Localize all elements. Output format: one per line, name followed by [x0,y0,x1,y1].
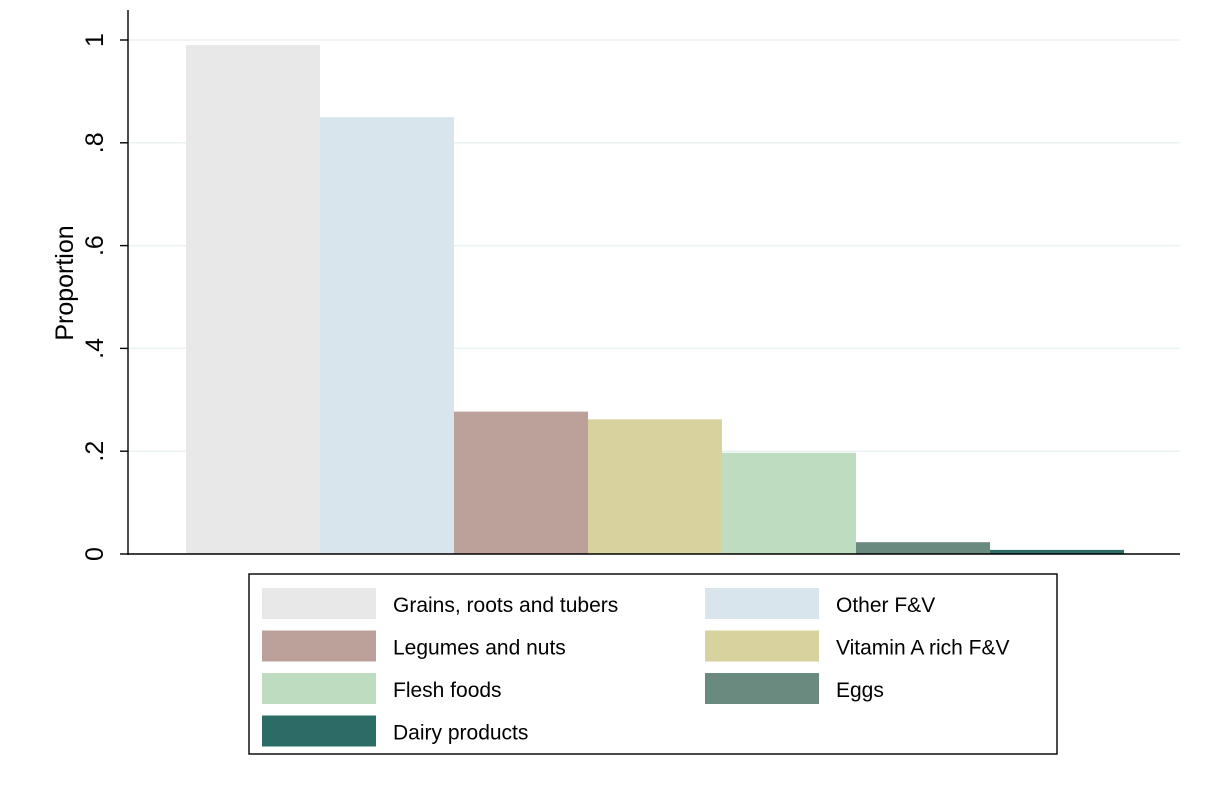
legend-key-5 [262,673,376,704]
bar-3 [454,411,588,554]
y-tick-label: .2 [81,441,109,462]
y-tick-label: .4 [81,338,109,359]
legend-label-6: Eggs [836,679,884,702]
bar-6 [856,542,990,554]
legend-key-2 [705,588,819,619]
y-tick-label: 0 [81,547,109,561]
bar-2 [320,117,454,554]
legend-key-3 [262,630,376,662]
legend-label-3: Legumes and nuts [393,637,566,660]
legend-key-6 [705,673,819,704]
legend-key-7 [262,715,376,747]
bars [186,45,1124,554]
legend-box [248,573,1058,755]
legend-label-5: Flesh foods [393,679,502,702]
legend: Grains, roots and tubers Other F&V Legumes… [248,573,1058,755]
y-tick-label: .8 [81,132,109,153]
bar-5 [722,452,856,554]
legend-key-4 [705,630,819,662]
legend-label-4: Vitamin A rich F&V [836,637,1010,660]
legend-label-7: Dairy products [393,722,528,745]
bar-4 [588,419,722,554]
y-axis-label: Proportion [51,225,79,340]
bar-1 [186,45,320,554]
legend-label-1: Grains, roots and tubers [393,594,618,617]
y-ticks: 0 .2 .4 .6 .8 1 [81,33,128,561]
legend-label-2: Other F&V [836,594,935,617]
y-tick-label: .6 [81,235,109,256]
y-tick-label: 1 [81,33,109,47]
bar-7 [990,549,1124,554]
legend-key-1 [262,588,376,619]
